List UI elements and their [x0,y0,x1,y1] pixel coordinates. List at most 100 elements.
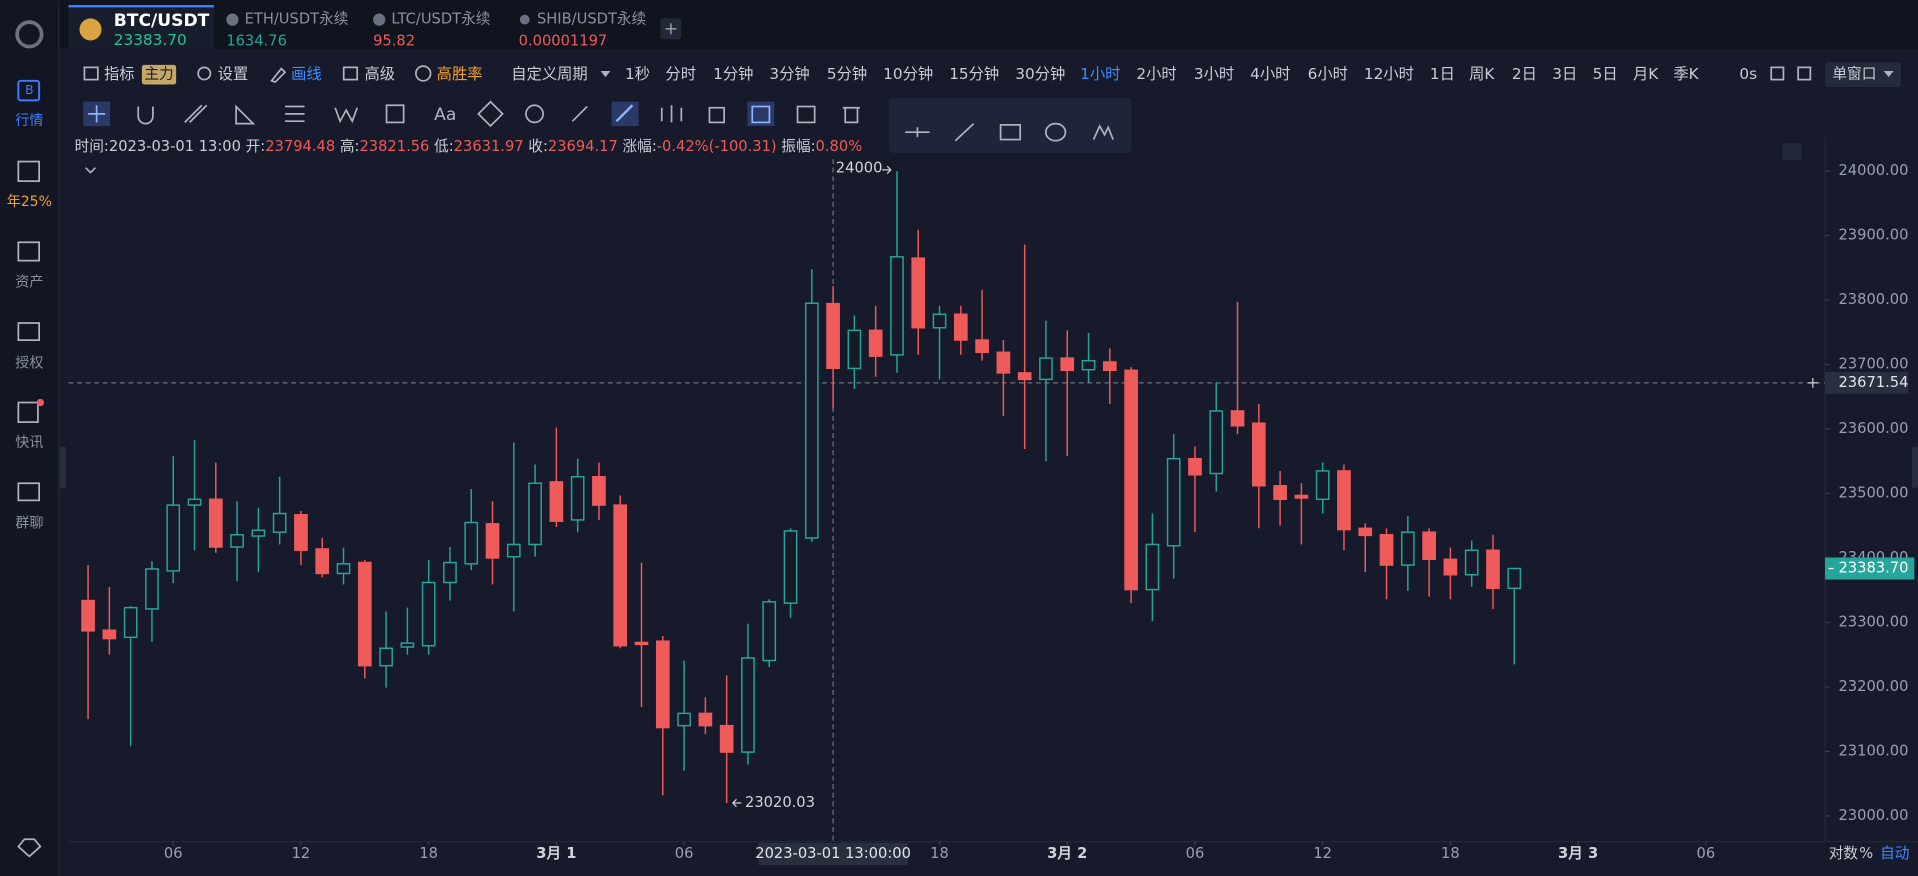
icon-fullscreen[interactable] [1770,66,1785,81]
tool-channel[interactable] [184,104,208,124]
chart-icon[interactable] [1782,143,1802,161]
right-handle[interactable] [1911,446,1918,489]
sidebar-label[interactable]: 快讯 [15,435,43,451]
tool-visible[interactable] [751,105,771,124]
tool-win-rate[interactable]: 高胜率 [437,65,483,83]
popup-path[interactable] [1092,124,1114,140]
tool-settings[interactable]: 设置 [218,65,249,83]
tool-edit[interactable] [796,105,816,124]
period[interactable]: 3日 [1552,65,1577,83]
tool-custom-period[interactable]: 自定义周期 [511,65,587,83]
tool-box[interactable] [385,104,405,124]
tool-keep[interactable] [615,104,634,123]
window-label[interactable]: 单窗口 [1832,65,1876,83]
period[interactable]: 10分钟 [883,65,933,83]
candle-body [357,561,372,667]
candle-body [1251,422,1266,487]
tool-lock[interactable] [708,106,725,124]
period[interactable]: 6小时 [1308,65,1348,83]
tool-indicator[interactable]: 指标 [104,65,135,83]
period[interactable]: 4小时 [1250,65,1290,83]
period[interactable]: 3分钟 [769,65,809,83]
crosshair-plus[interactable] [1807,377,1818,388]
period[interactable]: 1小时 [1080,65,1120,83]
candle-body [762,601,777,662]
btc-icon [79,18,102,41]
icon-auth[interactable] [17,322,40,341]
candle-body [123,606,138,639]
sidebar-label[interactable]: 授权 [15,355,43,371]
tool-crosshair[interactable] [88,105,106,123]
icon-assets[interactable] [17,241,40,262]
active-tab-line [68,4,215,8]
popup-line[interactable] [954,123,975,142]
icon-popout[interactable] [1797,66,1812,81]
icon-market[interactable] [17,79,41,102]
candle-body [1081,359,1096,371]
candle-body [464,521,479,565]
tool-text[interactable]: Aa [434,105,456,125]
period[interactable]: 12小时 [1364,65,1414,83]
sidebar [0,0,59,876]
tab-symbol[interactable]: BTC/USDT [114,11,210,31]
period[interactable]: 分时 [665,65,696,83]
candle-body [698,712,713,727]
tool-delete[interactable] [842,106,860,124]
period[interactable]: 3小时 [1194,65,1234,83]
icon-vip[interactable] [17,838,42,858]
sidebar-label[interactable]: 年25% [7,194,52,210]
scale-option[interactable]: % [1859,845,1873,862]
tab-symbol[interactable]: LTC/USDT永续 [391,11,490,28]
left-handle[interactable] [59,446,67,489]
tool-badge[interactable]: 主力 [144,66,173,83]
period[interactable]: 5日 [1593,65,1618,83]
tool-fib[interactable] [285,105,305,123]
period[interactable]: 2小时 [1136,65,1176,83]
scale-option[interactable]: 自动 [1880,845,1909,862]
period[interactable]: 30分钟 [1015,65,1065,83]
candle-body [145,568,159,610]
period[interactable]: 周K [1469,65,1495,83]
period[interactable]: 1分钟 [713,65,753,83]
popup-rect[interactable] [999,124,1022,141]
icon [342,66,359,81]
tool-curve[interactable] [137,106,154,125]
candle-body [1337,470,1351,531]
tool-wave[interactable] [334,107,358,124]
period[interactable]: 1日 [1430,65,1455,83]
candle-body [294,514,308,551]
icon [83,66,99,81]
x-tick-label: 18 [930,845,949,862]
popup-ellipse[interactable] [1044,122,1067,142]
icon-year[interactable] [17,160,40,182]
period[interactable]: 15分钟 [949,65,999,83]
collapse-arrow[interactable] [85,167,97,174]
tab-symbol[interactable]: SHIB/USDT永续 [537,11,647,28]
period[interactable]: 月K [1633,65,1659,83]
period[interactable]: 2日 [1512,65,1537,83]
tool-pen[interactable] [571,105,588,122]
tool-angle[interactable] [235,104,256,125]
sidebar-label[interactable]: 资产 [15,275,43,291]
period[interactable]: 季K [1673,65,1699,83]
period[interactable]: 5分钟 [827,65,867,83]
scale-option[interactable]: 对数 [1829,845,1859,862]
window-button[interactable] [1825,62,1901,87]
sidebar-label[interactable]: 行情 [15,113,43,129]
countdown: 0s [1739,65,1757,83]
tool-bars[interactable] [660,105,683,123]
tool-measure[interactable] [477,100,504,128]
icon-chat[interactable] [17,482,40,502]
tab-symbol[interactable]: ETH/USDT永续 [245,11,349,28]
sidebar-label[interactable]: 群聊 [15,516,43,532]
icon-news[interactable] [17,401,39,423]
period[interactable]: 1秒 [625,65,650,83]
popup-hline[interactable] [905,127,930,138]
tool-draw[interactable]: 画线 [291,65,322,83]
tool-advanced[interactable]: 高级 [365,65,396,83]
y-tick-label: 23500.00 [1838,485,1908,502]
price-tag-bg [1825,557,1915,580]
y-tick-label: 23100.00 [1838,742,1908,759]
tool-magnet[interactable] [525,104,544,124]
